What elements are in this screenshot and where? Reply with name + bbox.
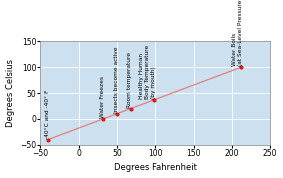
Text: Insects become active: Insects become active bbox=[113, 46, 119, 113]
Text: Healthy Human
Body Temperature
(by mouth): Healthy Human Body Temperature (by mouth… bbox=[139, 44, 156, 99]
X-axis label: Degrees Fahrenheit: Degrees Fahrenheit bbox=[114, 163, 197, 172]
Text: -40°C and -40° F: -40°C and -40° F bbox=[45, 89, 50, 138]
Text: Room temperature: Room temperature bbox=[127, 51, 132, 108]
Text: Water Freezes: Water Freezes bbox=[100, 76, 105, 118]
Text: Water Boils
(at Sea-Level Pressure): Water Boils (at Sea-Level Pressure) bbox=[232, 0, 243, 66]
Y-axis label: Degrees Celsius: Degrees Celsius bbox=[6, 59, 14, 127]
